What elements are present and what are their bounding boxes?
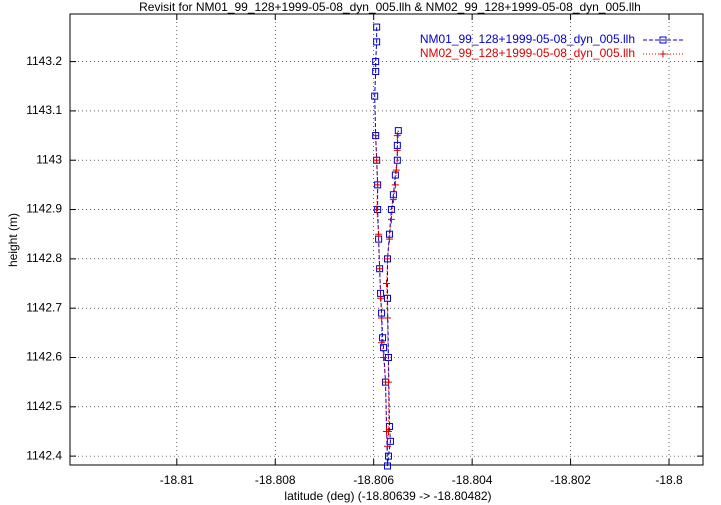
data-point bbox=[384, 427, 392, 435]
legend-marker bbox=[659, 50, 667, 58]
data-point bbox=[389, 196, 397, 204]
data-point bbox=[373, 156, 381, 164]
y-tick-label: 1142.6 bbox=[26, 350, 62, 364]
data-point bbox=[385, 235, 393, 243]
x-axis-label: latitude (deg) (-18.80639 -> -18.80482) bbox=[284, 489, 491, 503]
y-tick-label: 1142.7 bbox=[26, 300, 62, 314]
data-point bbox=[383, 280, 390, 288]
data-point bbox=[375, 230, 383, 238]
data-point bbox=[384, 378, 392, 386]
data-point bbox=[380, 344, 388, 352]
data-point bbox=[372, 58, 380, 66]
data-point bbox=[372, 67, 380, 75]
data-point bbox=[374, 181, 382, 189]
y-tick-label: 1142.9 bbox=[26, 202, 62, 216]
data-point bbox=[394, 127, 402, 135]
data-point bbox=[383, 255, 391, 263]
y-tick-label: 1142.5 bbox=[26, 399, 62, 413]
legend-label: NM02_99_128+1999-05-08_dyn_005.llh bbox=[420, 46, 635, 60]
x-tick-label: -18.8 bbox=[655, 473, 683, 487]
y-tick-label: 1143.2 bbox=[26, 54, 62, 68]
y-tick-label: 1142.8 bbox=[26, 251, 62, 265]
legend-marker bbox=[659, 36, 667, 44]
x-tick-label: -18.804 bbox=[452, 473, 493, 487]
data-point bbox=[371, 92, 379, 100]
data-point bbox=[373, 38, 381, 46]
x-tick-label: -18.806 bbox=[353, 473, 394, 487]
data-point bbox=[376, 265, 384, 273]
data-point bbox=[372, 132, 380, 140]
data-point bbox=[387, 206, 395, 214]
data-point bbox=[383, 314, 391, 322]
data-point bbox=[378, 314, 386, 322]
data-point bbox=[373, 206, 381, 214]
series-line bbox=[374, 27, 399, 467]
y-tick-label: 1142.4 bbox=[26, 448, 62, 462]
x-tick-label: -18.802 bbox=[550, 473, 591, 487]
y-axis-label: height (m) bbox=[6, 213, 20, 267]
data-point bbox=[387, 215, 395, 223]
data-point bbox=[384, 452, 392, 460]
data-point bbox=[379, 334, 387, 342]
y-tick-label: 1143 bbox=[36, 152, 62, 166]
x-tick-label: -18.808 bbox=[255, 473, 296, 487]
data-point bbox=[383, 462, 391, 470]
data-point bbox=[392, 166, 400, 174]
data-point bbox=[380, 353, 388, 361]
data-point bbox=[377, 294, 385, 302]
data-point bbox=[393, 146, 401, 154]
data-point bbox=[391, 181, 399, 189]
x-tick-label: -18.81 bbox=[160, 473, 194, 487]
data-point bbox=[383, 442, 391, 450]
chart-title: Revisit for NM01_99_128+1999-05-08_dyn_0… bbox=[139, 0, 641, 14]
y-tick-label: 1143.1 bbox=[26, 103, 62, 117]
plot-frame bbox=[69, 13, 704, 466]
data-point bbox=[378, 339, 386, 347]
legend-label: NM01_99_128+1999-05-08_dyn_005.llh bbox=[420, 32, 635, 46]
data-point bbox=[373, 23, 381, 31]
data-point bbox=[393, 132, 401, 140]
